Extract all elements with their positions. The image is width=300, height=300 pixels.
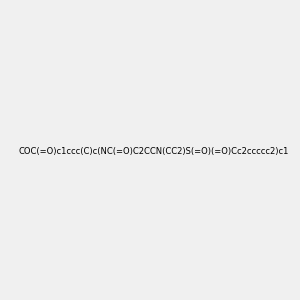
Text: COC(=O)c1ccc(C)c(NC(=O)C2CCN(CC2)S(=O)(=O)Cc2ccccc2)c1: COC(=O)c1ccc(C)c(NC(=O)C2CCN(CC2)S(=O)(=… — [19, 147, 289, 156]
